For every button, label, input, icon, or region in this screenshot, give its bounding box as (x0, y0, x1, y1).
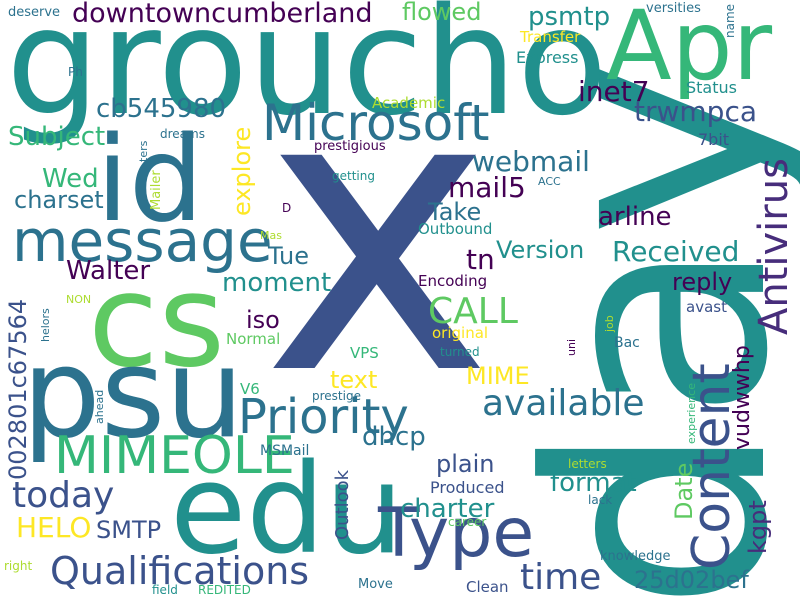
word-uni: uni (565, 339, 578, 356)
word-subject: Subject (8, 122, 106, 152)
word-avast: avast (686, 298, 727, 316)
word-ahead: ahead (93, 389, 106, 424)
word-qualifications: Qualifications (50, 549, 310, 593)
word-ph: Ph (68, 65, 83, 79)
word-outlook: Outlook (332, 469, 353, 540)
word-move: Move (358, 577, 393, 592)
word-lack: lack (588, 493, 613, 507)
word-call: CALL (428, 291, 518, 332)
word-knowledge: knowledge (600, 549, 671, 564)
word-time: time (520, 557, 602, 598)
word-cs: cs (88, 247, 226, 396)
word-explore: explore (228, 126, 256, 216)
word-inet7: inet7 (578, 75, 650, 108)
word-express: Express (516, 48, 579, 67)
word-experience: experience (685, 383, 698, 444)
word-helors: helors (39, 308, 52, 342)
word-field: field (152, 583, 178, 597)
word-mimeole: MIMEOLE (54, 426, 295, 486)
word-wed: Wed (42, 164, 99, 194)
word-take: Take (428, 198, 482, 226)
word-bac: Bac (614, 335, 640, 351)
word-walter: Walter (66, 256, 151, 286)
word-mas: Mas (260, 229, 282, 242)
word-career: career (448, 515, 487, 529)
word-charter: charter (400, 494, 495, 524)
word-transfer: Transfer (520, 28, 581, 46)
word-outbound: Outbound (418, 220, 493, 238)
word-msmail: MSMail (260, 443, 310, 459)
word-antivirus: Antivirus (751, 158, 797, 335)
word-smtp: SMTP (96, 516, 162, 544)
word-vudwwhp: vudwwhp (730, 345, 755, 450)
word-original: original (432, 324, 489, 342)
word-getting: getting (332, 169, 375, 183)
word-ters: ters (137, 140, 150, 162)
word-clean: Clean (466, 578, 509, 596)
word-received: Received (612, 235, 740, 268)
word-webmail: webmail (472, 145, 590, 178)
word-dreams: dreams (160, 127, 205, 141)
word-date: Date (670, 462, 698, 520)
word-arline: arline (598, 202, 672, 232)
word-reply: reply (672, 268, 733, 296)
word-today: today (12, 475, 115, 516)
word-cb545980: cb545980 (96, 94, 227, 124)
word-dhcp: dhcp (362, 422, 426, 452)
word-text: text (330, 366, 378, 394)
word-produced: Produced (430, 478, 505, 497)
word-version: Version (496, 236, 585, 264)
word-25d02bef: 25d02bef (634, 566, 749, 594)
word-edu: edu (170, 438, 404, 582)
word-redited: REDITED (198, 583, 251, 597)
word-kgpt: kgpt (744, 500, 772, 554)
word-job: job (603, 315, 616, 332)
word-normal: Normal (226, 330, 281, 348)
word-mime: MIME (466, 362, 530, 390)
word-tn: tn (466, 243, 495, 276)
word-iso: iso (246, 306, 280, 334)
word-deserve: deserve (8, 5, 61, 20)
word-plain: plain (436, 450, 495, 478)
word-apr: Apr (606, 0, 773, 102)
word-name: name (723, 3, 737, 38)
word-letters: letters (568, 457, 607, 471)
word-tue: Tue (268, 242, 309, 270)
word-versities: versities (646, 1, 701, 16)
word-flowed: flowed (402, 0, 482, 26)
word-encoding: Encoding (418, 272, 488, 290)
word-trwmpca: trwmpca (634, 95, 757, 128)
word-status: Status (686, 78, 737, 97)
word-right: right (4, 559, 33, 573)
word-vps: VPS (350, 344, 379, 362)
word-d: D (282, 201, 292, 215)
word-type: Type (378, 494, 535, 573)
word-psu: psu (22, 322, 244, 466)
word-priority: Priority (238, 389, 409, 445)
word-prestige: prestige (312, 389, 361, 403)
word-x: x (262, 6, 493, 460)
word-mail5: mail5 (448, 171, 526, 204)
word-helo: HELO (16, 511, 92, 544)
word-id: id (96, 110, 204, 248)
word-prestigious: prestigious (314, 139, 386, 154)
word-groucho: groucho (6, 0, 608, 148)
word-turned: turned (440, 345, 480, 359)
word-microsoft: Microsoft (262, 94, 490, 152)
word-moment: moment (222, 268, 332, 298)
word-downtowncumberland: downtowncumberland (72, 0, 373, 29)
word-v6: V6 (240, 380, 260, 398)
word-non: NON (66, 293, 92, 306)
word-acc: ACC (538, 175, 561, 188)
word-psmtp: psmtp (528, 2, 611, 32)
word-available: available (482, 383, 645, 424)
word-format: format (550, 468, 637, 498)
word-mailer: Mailer (149, 170, 164, 210)
word-7bit: 7bit (698, 130, 730, 149)
word-message: message (12, 207, 273, 275)
word-academic: Academic (372, 94, 446, 112)
word-charset: charset (14, 186, 104, 214)
word-002801c67564: 002801c67564 (4, 298, 32, 480)
